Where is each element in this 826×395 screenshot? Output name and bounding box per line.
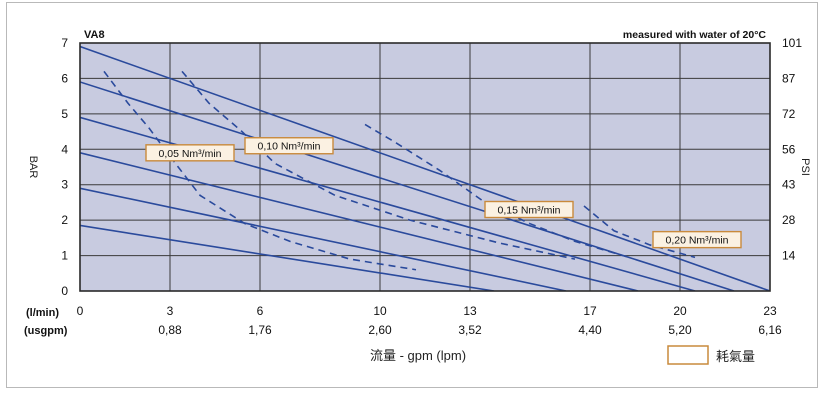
x-tick-label: 6	[257, 304, 264, 318]
x-tick-label-gpm: 6,16	[758, 323, 782, 337]
air-consumption-label-box	[484, 200, 574, 219]
pump-curve	[80, 224, 495, 291]
row-label-lpm: (l/min)	[26, 307, 59, 319]
x-tick-label: 10	[373, 304, 387, 318]
air-consumption-label: 0,05 Nm³/min	[158, 148, 221, 160]
y-right-tick-label: 28	[782, 213, 796, 227]
air-consumption-curve	[583, 205, 696, 259]
x-tick-label: 23	[763, 304, 777, 318]
air-consumption-curve	[364, 123, 630, 259]
x-tick-label: 17	[583, 304, 597, 318]
air-consumption-curve	[181, 70, 576, 260]
x-tick-label: 20	[673, 304, 687, 318]
air-consumption-label: 0,15 Nm³/min	[497, 205, 560, 217]
x-tick-label-gpm: 2,60	[368, 323, 392, 337]
x-axis-label: 流量 - gpm (lpm)	[370, 348, 466, 363]
y-axis-label: BAR	[27, 156, 39, 179]
y-right-tick-label: 87	[782, 71, 796, 85]
x-tick-label: 3	[167, 304, 174, 318]
y-tick-label: 6	[61, 71, 68, 85]
air-consumption-label: 0,20 Nm³/min	[665, 235, 728, 247]
row-label-gpm: (usgpm)	[24, 325, 68, 337]
y-right-tick-label: 72	[782, 107, 796, 121]
air-consumption-curves	[103, 70, 696, 271]
y-right-tick-label: 56	[782, 142, 796, 156]
legend-label: 耗氣量	[716, 349, 755, 364]
air-consumption-curve	[103, 70, 417, 271]
y-tick-label: 0	[61, 284, 68, 298]
air-consumption-labels: 0,05 Nm³/min 0,10 Nm³/min 0,15 Nm³/min 0,20…	[145, 137, 742, 249]
air-consumption-label-box	[652, 230, 742, 249]
y-tick-label: 5	[61, 107, 68, 121]
y-axis-label-right: PSI	[799, 158, 811, 176]
chart-note: measured with water of 20°C	[623, 29, 766, 41]
pump-curve	[80, 152, 639, 291]
pump-curve	[80, 187, 567, 291]
y-tick-label: 2	[61, 213, 68, 227]
x-tick-label-gpm: 3,52	[458, 323, 482, 337]
y-tick-label: 1	[61, 249, 68, 263]
y-right-tick-label: 101	[782, 36, 802, 50]
x-tick-label: 13	[463, 304, 477, 318]
x-tick-label-gpm: 1,76	[248, 323, 272, 337]
air-consumption-label-box	[244, 137, 334, 155]
y-tick-label: 4	[61, 142, 68, 156]
x-tick-label-gpm: 0,88	[158, 323, 182, 337]
x-tick-label-gpm: 4,40	[578, 323, 602, 337]
chart-title: VA8	[84, 29, 105, 41]
air-consumption-label: 0,10 Nm³/min	[257, 141, 320, 153]
y-right-tick-label: 43	[782, 178, 796, 192]
pump-curve	[80, 45, 770, 291]
y-right-tick-label: 14	[782, 249, 796, 263]
plot-border	[79, 42, 771, 292]
air-consumption-label-box	[145, 144, 235, 162]
x-tick-label-gpm: 5,20	[668, 323, 692, 337]
y-tick-label: 7	[61, 36, 68, 50]
legend-swatch	[667, 345, 709, 365]
chart-frame	[6, 2, 818, 388]
x-tick-label: 0	[77, 304, 84, 318]
y-tick-label: 3	[61, 178, 68, 192]
